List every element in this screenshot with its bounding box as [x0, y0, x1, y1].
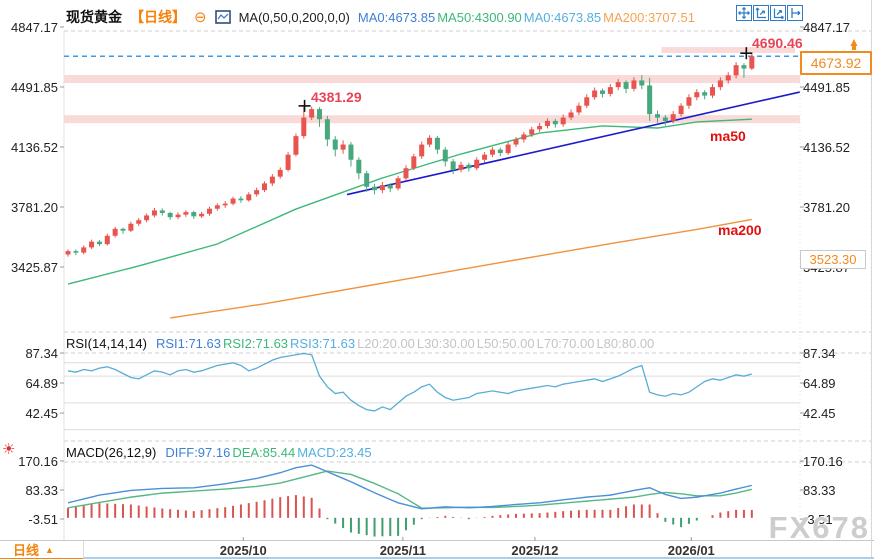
indicator-value-token: MA0:4673.85	[523, 9, 602, 25]
rsi-formula: RSI(14,14,14)	[66, 336, 147, 351]
rsi-pane-header: RSI(14,14,14) RSI1:71.63 RSI2:71.63 RSI3:7…	[66, 336, 656, 351]
y-axis-label: 4491.85	[803, 80, 850, 95]
ma-formula: MA(0,50,0,200,0,0)	[238, 9, 350, 25]
indicator-value-token: L80:80.00	[596, 336, 655, 351]
y-axis-label: 3781.20	[803, 200, 850, 215]
y-axis-label: 4136.52	[803, 140, 850, 155]
y-axis-label: 170.16	[18, 454, 58, 469]
y-axis-label: 4491.85	[11, 80, 58, 95]
indicator-value-token: RSI1:71.63	[155, 336, 221, 351]
y-axis-label: 87.34	[25, 346, 58, 361]
y-axis-label: 4136.52	[11, 140, 58, 155]
indicator-value-token: MACD:23.45	[297, 445, 372, 460]
indicator-value-token: L50:50.00	[476, 336, 535, 351]
current-price-box: 4673.92	[800, 51, 872, 75]
symbol-name: 现货黄金	[66, 9, 122, 25]
y-axis-label: 64.89	[25, 376, 58, 391]
watermark: FX678	[768, 510, 870, 545]
indicator-value-token: MA0:4673.85	[357, 9, 436, 25]
support-price-box: 3523.30	[800, 250, 866, 269]
ma50-label: ma50	[710, 128, 746, 144]
y-axis-label: 64.89	[803, 376, 836, 391]
ma200-label: ma200	[718, 222, 762, 238]
ma-values: MA0:4673.85 MA50:4300.90 MA0:4673.85 MA200:…	[358, 10, 697, 25]
alert-sun-icon[interactable]: ☀	[2, 441, 16, 458]
session-high-label: 4690.46	[752, 35, 803, 51]
x-axis-label: 2025/10	[219, 543, 267, 558]
period-tab-label: 日线	[13, 543, 40, 558]
main-chart-header: 现货黄金 【日线】 ⊖ MA(0,50,0,200,0,0) MA0:4673.…	[66, 7, 697, 27]
indicator-value-token: L70:70.00	[536, 336, 595, 351]
indicator-value-token: L30:30.00	[416, 336, 475, 351]
y-axis-label: 83.33	[803, 483, 836, 498]
x-axis-label: 2025/12	[511, 543, 559, 558]
indicator-value-token: DEA:85.44	[232, 445, 296, 460]
y-axis-label: 4847.17	[803, 20, 850, 35]
y-axis-label: 42.45	[803, 405, 836, 421]
y-axis-label: 83.33	[25, 483, 58, 498]
y-axis-label: 87.34	[803, 346, 836, 361]
x-axis-label: 2026/01	[667, 543, 715, 558]
macd-values: DIFF:97.16 DEA:85.44 MACD:23.45	[165, 445, 373, 460]
line-chart-icon[interactable]	[214, 10, 231, 24]
period-tag: 【日线】	[130, 9, 186, 25]
period-tab-daily[interactable]: 日线 ▲	[0, 541, 84, 559]
rsi-values: RSI1:71.63 RSI2:71.63 RSI3:71.63 L20:20.00 L…	[156, 336, 656, 351]
indicator-value-token: MA50:4300.90	[437, 9, 522, 25]
y-axis-label: 3781.20	[11, 200, 58, 215]
y-axis-label: 42.45	[25, 405, 58, 421]
window-right-border	[871, 0, 872, 559]
pan-move-icon[interactable]	[736, 5, 752, 21]
y-axis-label: -3.51	[28, 512, 58, 527]
indicator-value-token: RSI2:71.63	[222, 336, 289, 351]
indicator-value-token: DIFF:97.16	[165, 445, 231, 460]
x-axis-label: 2025/11	[379, 543, 426, 558]
chart-toolbar	[736, 5, 803, 21]
scale-time-axis-icon[interactable]	[770, 5, 786, 21]
scale-price-axis-icon[interactable]	[753, 5, 769, 21]
collapse-indicator-icon[interactable]: ⊖	[194, 8, 207, 26]
y-axis-label: 4847.17	[11, 20, 58, 35]
tab-arrow-icon: ▲	[45, 544, 54, 555]
window-bottom-border	[0, 557, 874, 559]
go-to-latest-icon[interactable]	[787, 5, 803, 21]
y-axis-label: 3425.87	[11, 260, 58, 275]
y-axis-label: -3.51	[803, 512, 833, 527]
peak-price-label: 4381.29	[311, 89, 362, 105]
indicator-value-token: RSI3:71.63	[290, 336, 356, 351]
macd-pane-header: MACD(26,12,9) DIFF:97.16 DEA:85.44 MACD:23…	[66, 445, 374, 460]
indicator-value-token: MA200:3707.51	[603, 9, 695, 25]
indicator-value-token: L20:20.00	[357, 336, 415, 351]
y-axis-label: 170.16	[803, 454, 843, 469]
macd-formula: MACD(26,12,9)	[66, 445, 157, 460]
price-up-arrow-icon: ▲	[848, 35, 860, 50]
